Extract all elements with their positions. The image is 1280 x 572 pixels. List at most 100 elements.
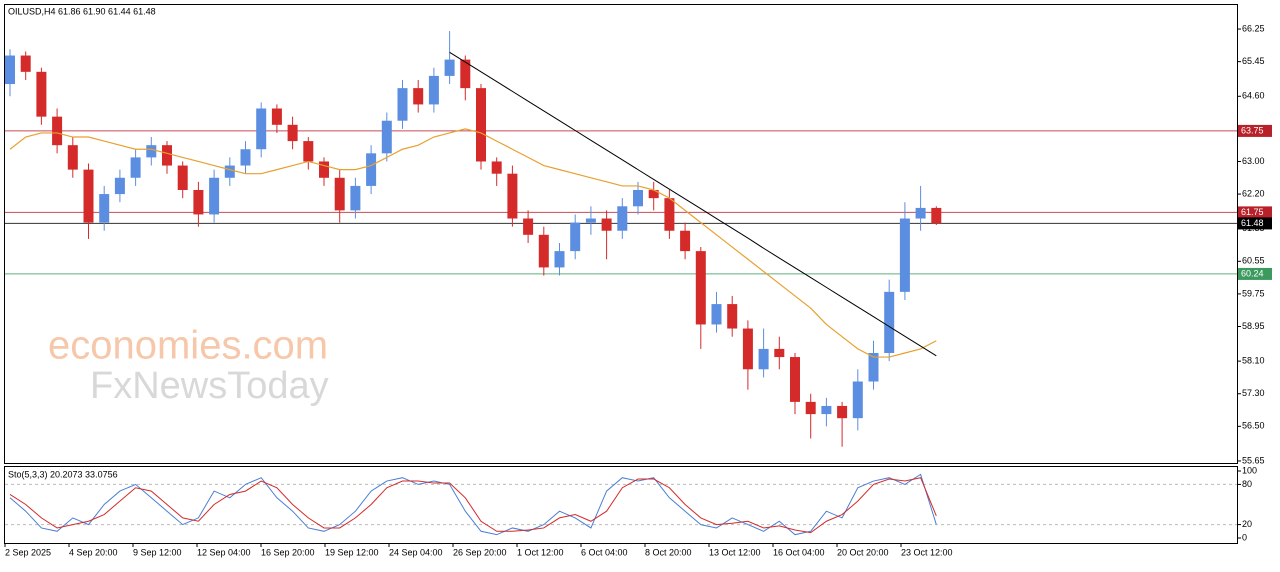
x-tick-label: 16 Oct 04:00 — [773, 547, 825, 557]
candle-body — [193, 189, 204, 215]
candle-body — [664, 198, 675, 231]
x-tick-label: 13 Oct 12:00 — [709, 547, 761, 557]
price-label-box — [1238, 217, 1272, 230]
candle-body — [711, 304, 722, 325]
price-label-box — [1238, 267, 1272, 280]
candle-body — [209, 177, 220, 215]
candle-body — [585, 218, 596, 223]
candle-body — [884, 291, 895, 353]
candle-body — [915, 207, 926, 219]
y-tick-label: 65.45 — [1242, 56, 1265, 66]
y-tick-label: 20 — [1242, 519, 1252, 529]
price-label: 61.75 — [1241, 207, 1264, 217]
stoch-title: Sto(5,3,3) 20.2073 33.0756 — [8, 469, 118, 479]
candle-body — [570, 222, 581, 252]
x-tick-label: 4 Sep 20:00 — [69, 547, 118, 557]
x-tick-label: 23 Oct 12:00 — [901, 547, 953, 557]
price-label-box — [1238, 124, 1272, 137]
candle-body — [805, 401, 816, 415]
watermark: FxNewsToday — [90, 365, 329, 407]
candle-body — [742, 328, 753, 370]
candle-body — [476, 88, 486, 162]
candle-body — [491, 161, 502, 174]
trendline — [449, 51, 937, 357]
candle-body — [931, 207, 942, 224]
candle-body — [774, 348, 785, 358]
candle-body — [130, 157, 141, 178]
y-tick-label: 64.60 — [1242, 91, 1265, 101]
chart-title: OILUSD,H4 61.86 61.90 61.44 61.48 — [8, 6, 156, 16]
y-tick-label: 62.20 — [1242, 188, 1265, 198]
candle-body — [5, 55, 15, 85]
stoch-panel — [4, 466, 1238, 544]
candle-body — [381, 120, 392, 154]
watermark: economies.com — [48, 324, 328, 368]
x-tick-label: 8 Oct 20:00 — [645, 547, 692, 557]
candle-body — [397, 88, 408, 121]
y-tick-label: 57.30 — [1242, 388, 1265, 398]
candle-body — [648, 189, 659, 199]
candle-body — [899, 218, 910, 292]
candle-body — [460, 59, 471, 89]
candle-body — [680, 230, 691, 252]
candle-body — [350, 185, 361, 211]
candle-body — [83, 169, 94, 223]
candle-body — [617, 206, 628, 231]
candle-body — [303, 141, 314, 162]
candle-body — [507, 173, 518, 219]
candle-body — [99, 194, 110, 223]
x-tick-label: 26 Sep 20:00 — [453, 547, 507, 557]
y-tick-label: 56.50 — [1242, 421, 1265, 431]
candle-body — [240, 149, 251, 166]
candle-body — [837, 405, 848, 419]
x-tick-label: 2 Sep 2025 — [5, 547, 51, 557]
candle-body — [727, 304, 738, 329]
main-panel — [4, 4, 1238, 464]
candle-body — [224, 165, 235, 178]
y-tick-label: 60.55 — [1242, 256, 1265, 266]
candle-body — [821, 405, 832, 415]
candle-body — [758, 348, 769, 370]
candle-body — [67, 145, 78, 170]
y-tick-label: 63.00 — [1242, 156, 1265, 166]
candle-body — [523, 218, 534, 235]
x-tick-label: 16 Sep 20:00 — [261, 547, 315, 557]
candle-body — [256, 108, 267, 150]
x-tick-label: 24 Sep 04:00 — [389, 547, 443, 557]
candle-body — [287, 124, 298, 142]
y-tick-label: 0 — [1242, 532, 1247, 542]
candle-body — [162, 145, 172, 166]
x-tick-label: 9 Sep 12:00 — [133, 547, 182, 557]
price-label: 61.48 — [1241, 218, 1264, 228]
candle-body — [146, 145, 157, 158]
y-tick-label: 80 — [1242, 479, 1252, 489]
moving-average — [9, 128, 937, 358]
candle-body — [334, 177, 345, 211]
y-tick-label: 58.10 — [1242, 356, 1265, 366]
y-tick-label: 58.95 — [1242, 321, 1265, 331]
candle-body — [271, 108, 282, 125]
candle-body — [868, 352, 879, 382]
candle-body — [366, 153, 377, 186]
candle-body — [538, 234, 549, 268]
candle-body — [20, 55, 31, 72]
x-tick-label: 12 Sep 04:00 — [197, 547, 251, 557]
y-tick-label: 66.25 — [1242, 23, 1265, 33]
candle-body — [319, 161, 329, 178]
price-label: 60.24 — [1241, 268, 1264, 278]
candle-body — [177, 165, 188, 190]
price-label: 63.75 — [1241, 125, 1264, 135]
candle-body — [633, 189, 643, 207]
y-tick-label: 100 — [1242, 465, 1257, 475]
price-label-box — [1238, 206, 1272, 219]
candle-body — [554, 251, 565, 268]
y-tick-label: 59.75 — [1242, 288, 1265, 298]
candle-body — [852, 381, 863, 419]
candle-body — [790, 357, 800, 402]
y-tick-label: 55.65 — [1242, 455, 1265, 465]
candle-body — [444, 59, 455, 76]
x-tick-label: 19 Sep 12:00 — [325, 547, 379, 557]
